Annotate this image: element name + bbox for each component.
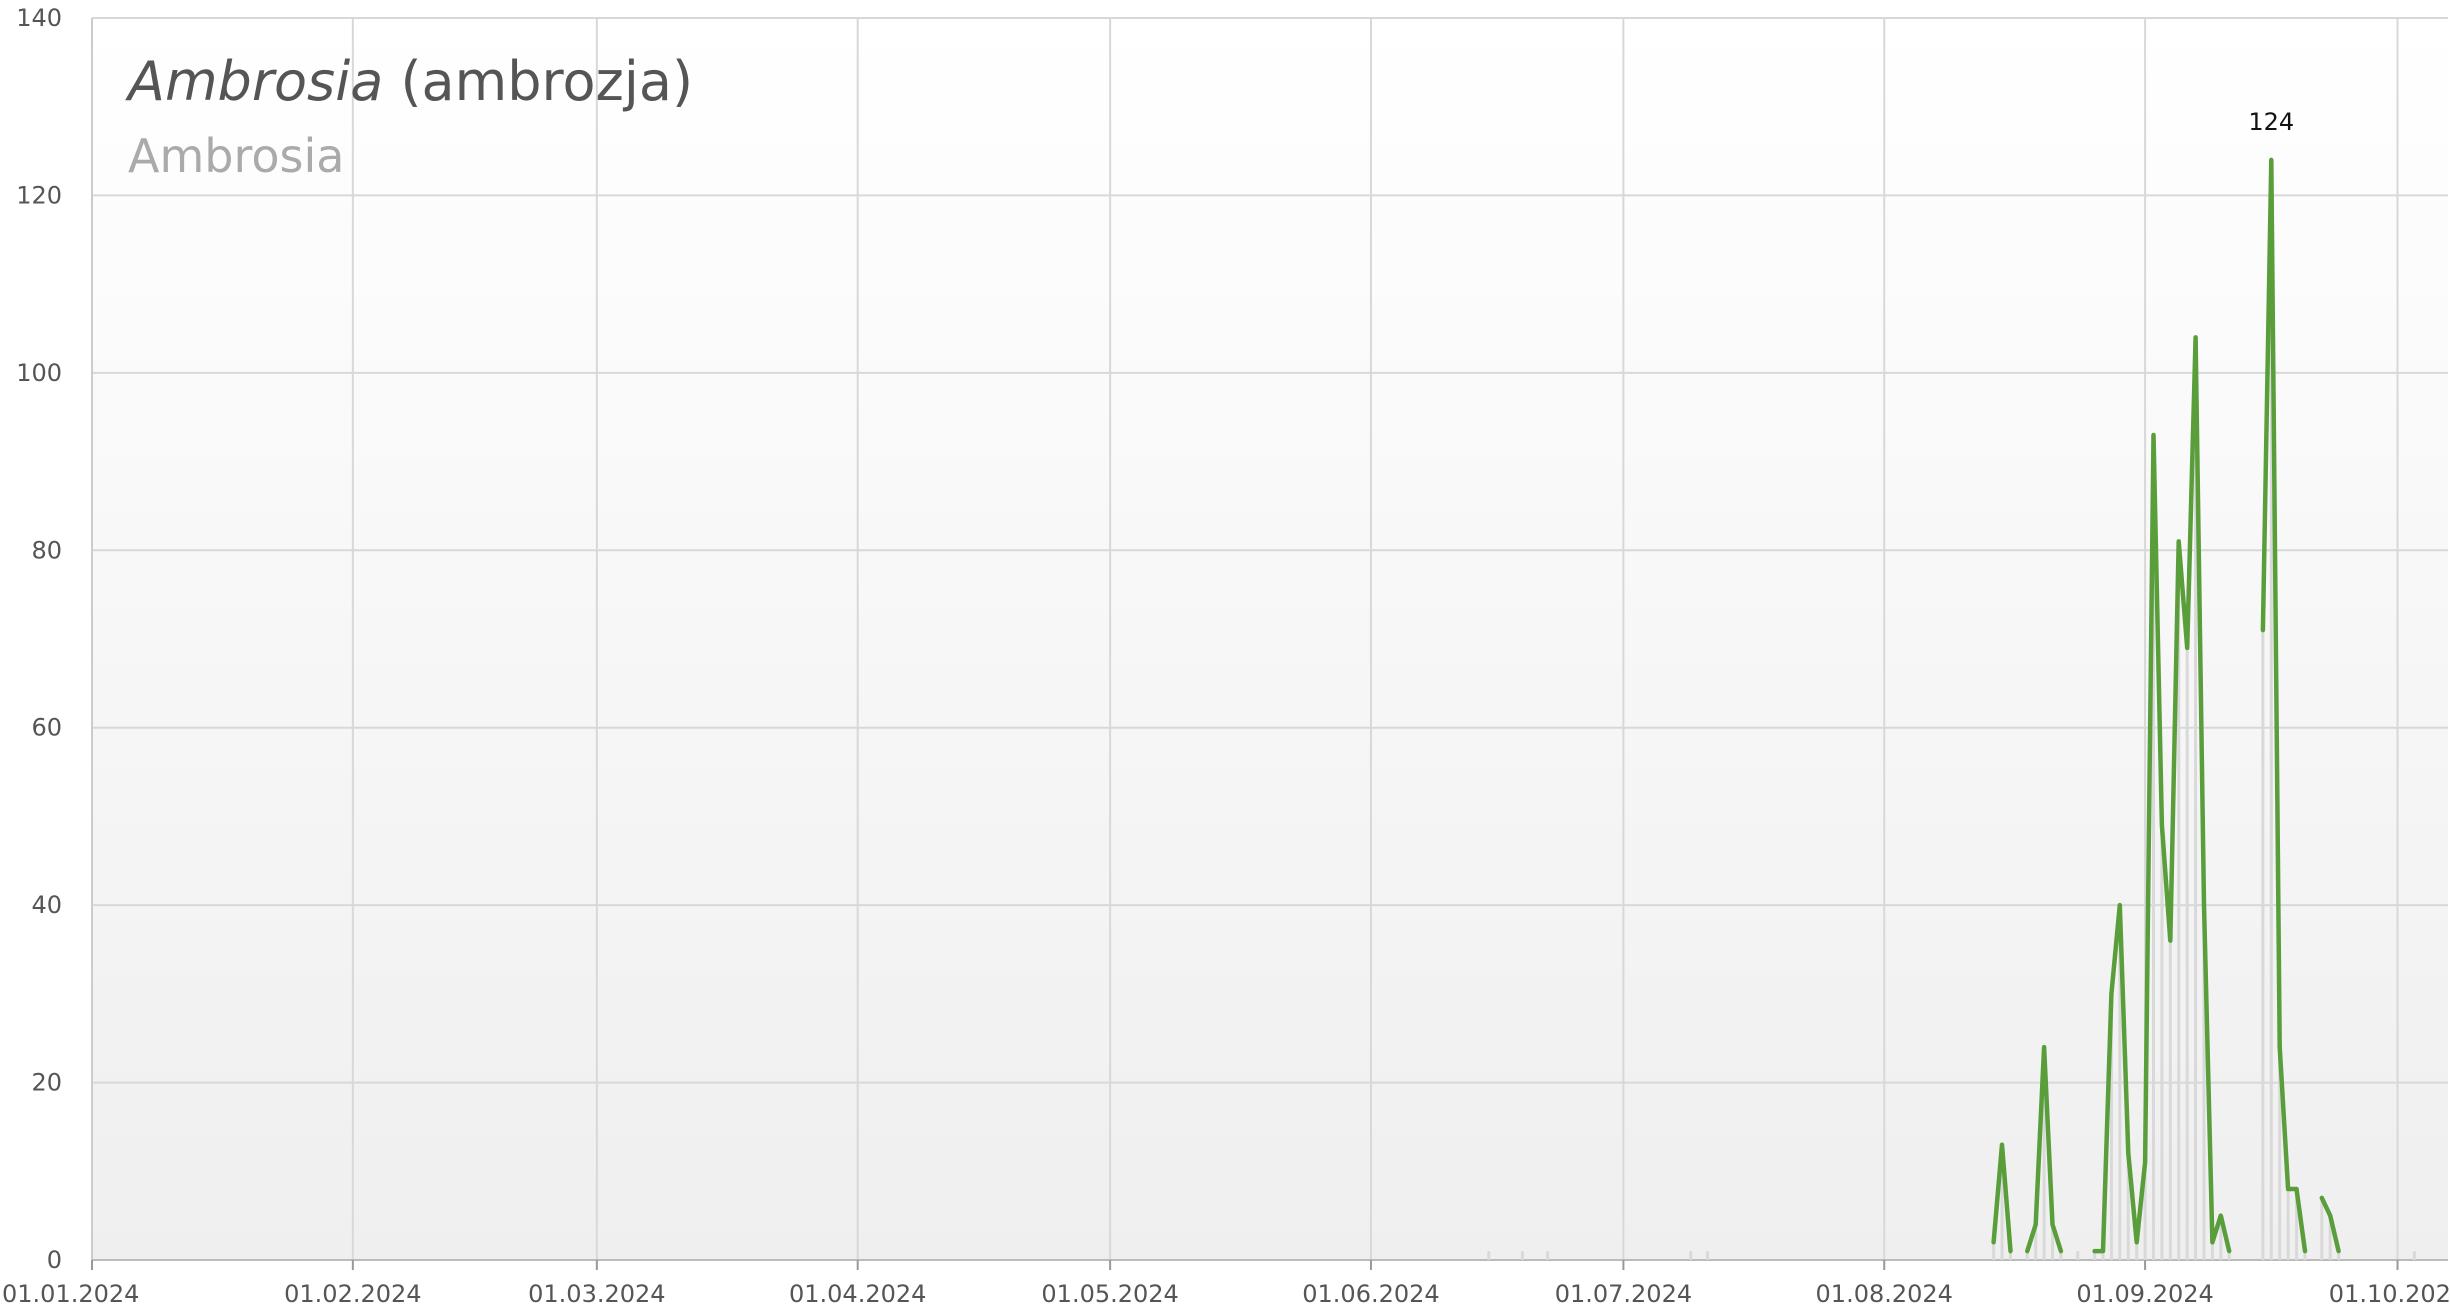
y-tick-label: 40	[31, 891, 62, 919]
x-tick-label: 01.06.2024	[1302, 1280, 1439, 1308]
data-label: 124	[2248, 108, 2294, 136]
chart-title-italic: Ambrosia	[125, 50, 383, 113]
series-line	[2092, 335, 2232, 1254]
y-tick-label: 80	[31, 536, 62, 564]
plot-background	[92, 18, 2448, 1260]
x-tick-label: 01.04.2024	[789, 1280, 926, 1308]
x-tick-label: 01.03.2024	[528, 1280, 665, 1308]
x-tick-label: 01.07.2024	[1555, 1280, 1692, 1308]
chart-subtitle: Ambrosia	[128, 129, 344, 183]
y-tick-label: 60	[31, 714, 62, 742]
series-line	[2025, 1044, 2064, 1254]
series-line	[2319, 1195, 2341, 1254]
grid	[91, 17, 2448, 1261]
y-tick-label: 0	[47, 1246, 62, 1274]
x-tick-label: 01.08.2024	[1816, 1280, 1953, 1308]
x-tick-label: 01.10.2024	[2329, 1280, 2450, 1308]
x-axis-ticks: 01.01.2024 01.02.2024 01.03.2024 01.04.2024…	[2, 1260, 2450, 1308]
chart-title: Ambrosia (ambrozja)	[125, 50, 693, 113]
series-line	[1991, 1142, 2013, 1254]
series-lines	[1991, 157, 2341, 1254]
y-tick-label: 140	[16, 4, 62, 32]
chart-title-rest: (ambrozja)	[383, 50, 693, 113]
x-tick-label: 01.02.2024	[284, 1280, 421, 1308]
y-tick-label: 20	[31, 1069, 62, 1097]
x-tick-label: 01.05.2024	[1041, 1280, 1178, 1308]
x-tick-label: 01.01.2024	[2, 1280, 139, 1308]
y-axis-ticks: 0 20 40 60 80 100 120 140	[16, 4, 62, 1274]
y-tick-label: 120	[16, 181, 62, 209]
y-tick-label: 100	[16, 359, 62, 387]
series-line	[2260, 157, 2308, 1254]
x-tick-label: 01.09.2024	[2076, 1280, 2213, 1308]
annotations: 124	[2248, 108, 2294, 136]
